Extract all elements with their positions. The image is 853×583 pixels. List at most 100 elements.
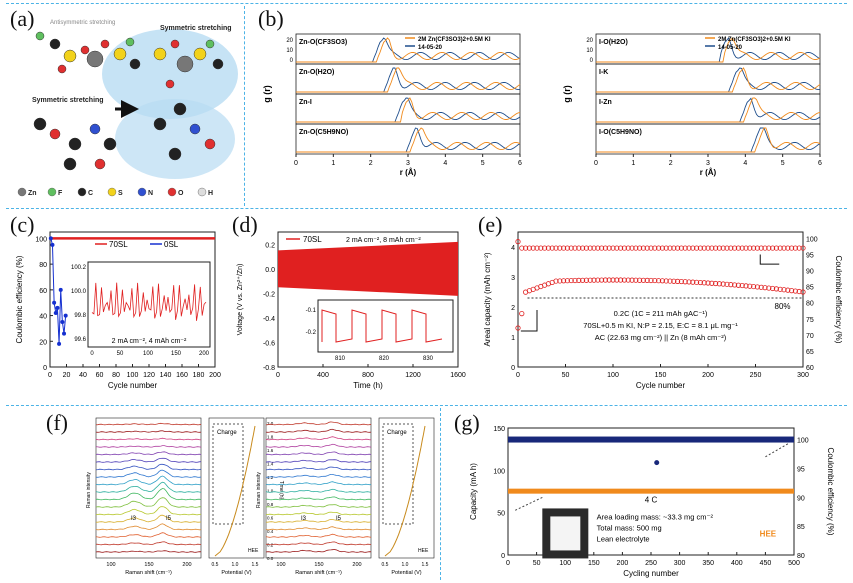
- e-ce-point: [610, 245, 616, 251]
- g-y-right-tick-label: 80: [797, 553, 805, 560]
- panel-f-label: (f): [46, 410, 68, 435]
- c-x-tick-label: 200: [209, 372, 221, 379]
- e-capacity-point: [686, 279, 692, 285]
- f-raman-line: [265, 533, 372, 538]
- e-ce-point: [686, 245, 692, 251]
- d-x-tick-label: 1600: [450, 372, 466, 379]
- e-ce-point: [728, 245, 734, 251]
- legend-atom-F: [47, 187, 57, 197]
- f-raman-line: [95, 497, 202, 508]
- f-raman-line: [95, 550, 202, 553]
- e-ce-point: [633, 245, 639, 251]
- divider-row1: [6, 208, 847, 209]
- e-capacity-point: [758, 284, 764, 290]
- e-capacity-point: [720, 281, 726, 287]
- sym-stretch-text-1: Symmetric stretching: [160, 25, 232, 32]
- e-y-right-tick-label: 60: [806, 365, 814, 372]
- e-y-right-tick-label: 65: [806, 349, 814, 356]
- rdf-row-label: I-Zn: [599, 99, 612, 106]
- atom-mark: [57, 64, 67, 74]
- e-ce-point: [659, 245, 665, 251]
- c-inset-line: [91, 282, 207, 321]
- d-y-tick-label: -0.2: [263, 291, 275, 298]
- f-pot-tick-label: 0.5: [382, 562, 389, 568]
- c-y-tick-label: 20: [39, 339, 47, 346]
- e-capacity-point: [728, 282, 734, 288]
- rdf-series-line: [596, 97, 821, 123]
- e-capacity-point: [773, 286, 779, 292]
- g-y-left-tick-label: 100: [493, 468, 505, 475]
- g-x-tick-label: 300: [674, 560, 686, 567]
- d-inset-frame: [317, 299, 454, 353]
- e-ce-point: [545, 245, 552, 251]
- f-x-tick-label: 200: [182, 562, 191, 568]
- atom-mark: [170, 39, 180, 49]
- e-capacity-point: [602, 277, 609, 283]
- e-y-left-tick-label: 2: [511, 305, 515, 312]
- e-capacity-point: [754, 284, 760, 290]
- c-series-0sl-point: [53, 311, 58, 315]
- e-ce-point: [553, 245, 559, 251]
- f-pot-tick-label: 1.5: [422, 562, 429, 568]
- c-inset-y-label: 99.6: [74, 337, 86, 343]
- c-x-tick-label: 100: [127, 372, 139, 379]
- c-series-0sl-line: [50, 238, 67, 344]
- g-y-right-tick-label: 95: [797, 466, 805, 473]
- e-y-right-tick-label: 95: [806, 253, 814, 260]
- e-ce-point: [773, 245, 779, 251]
- legend-atom-label: F: [58, 190, 63, 197]
- e-ce-point: [519, 245, 525, 251]
- c-inset-y-label: 100.0: [71, 289, 87, 295]
- f-raman-line: [265, 481, 371, 486]
- c-inset-note: 2 mA cm⁻², 4 mAh cm⁻²: [112, 338, 187, 345]
- e-capacity-point: [663, 278, 669, 284]
- d-x-tick-label: 800: [362, 372, 374, 379]
- e-ce-point: [576, 245, 582, 251]
- atom-mark: [49, 38, 61, 50]
- e-y-left-tick-label: 3: [511, 275, 515, 282]
- divider-top: [6, 3, 847, 4]
- f-x-tick-label: 150: [144, 562, 153, 568]
- atom-mark: [193, 47, 207, 61]
- atom-mark: [168, 147, 182, 161]
- panel-b-rdf-chart: Zn-O(CF3SO3) Zn-O(H2O) Zn-I Zn-O(C5H9NO) 0 1 2…: [262, 33, 822, 177]
- e-ce-point: [796, 245, 802, 251]
- rdf-series-line: [596, 97, 821, 123]
- e-ce-point: [572, 245, 578, 251]
- f-raman-line: [95, 488, 202, 501]
- e-capacity-point: [599, 277, 605, 283]
- legend-atom-label: N: [148, 190, 153, 197]
- e-ce-point: [557, 245, 563, 251]
- f-raman-line: [95, 475, 201, 486]
- rdf-y-tick-label: 20: [586, 38, 593, 44]
- e-ce-point: [713, 245, 719, 251]
- e-y-right-tick-label: 90: [806, 269, 814, 276]
- e-ce-point: [530, 245, 536, 251]
- c-series-0sl-point: [58, 287, 63, 292]
- e-y-right-tick-label: 75: [806, 317, 814, 324]
- divider-vertical-g: [440, 408, 441, 580]
- e-x-tick-label: 200: [702, 372, 714, 379]
- atom-mark: [100, 39, 110, 49]
- e-capacity-point: [614, 277, 620, 283]
- e-capacity-point: [618, 277, 624, 283]
- rdf-y-tick-label: 0: [590, 58, 594, 64]
- e-arrow-left: [520, 310, 538, 332]
- f-peak-label: I3: [301, 516, 307, 522]
- f-time-axis-label: Time (h): [278, 481, 284, 500]
- legend-atom-label: C: [88, 190, 93, 197]
- e-ce-point: [606, 245, 612, 251]
- e-capacity-point: [621, 277, 627, 283]
- e-ce-point: [788, 245, 795, 251]
- c-x-tick-label: 180: [193, 372, 205, 379]
- e-ce-point: [754, 245, 760, 251]
- e-capacity-point: [557, 278, 563, 284]
- f-raman-line: [95, 422, 202, 426]
- f-charge-label: Charge: [217, 430, 237, 436]
- g-y-left-tick-label: 50: [497, 511, 505, 518]
- g-tag-label: HEE: [760, 529, 777, 538]
- e-x-tick-label: 100: [607, 372, 619, 379]
- e-y-left-axis-label: Areal capacity (mAh cm⁻²): [483, 252, 492, 346]
- f-raman-line: [95, 506, 202, 516]
- f-peak-label: I3: [131, 516, 137, 522]
